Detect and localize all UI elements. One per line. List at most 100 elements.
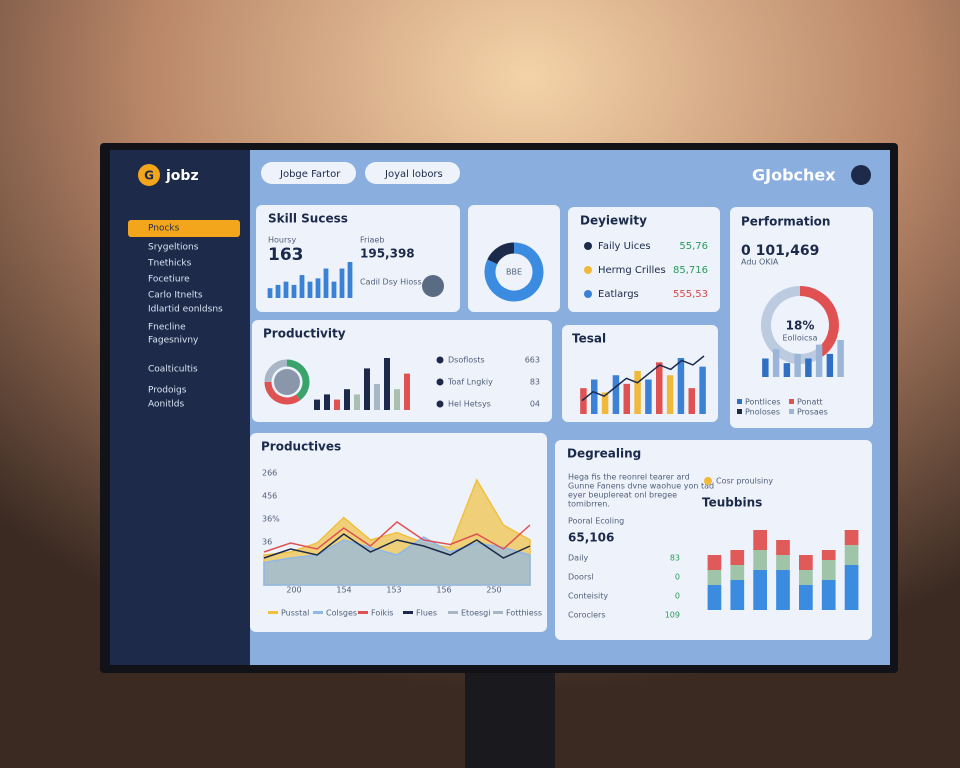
stacked-bar	[707, 555, 722, 570]
card	[256, 205, 460, 312]
icon	[274, 369, 300, 395]
label: Pooral Ecoling	[568, 517, 624, 526]
bar	[837, 340, 844, 377]
label: Colsges	[326, 609, 357, 618]
card	[568, 207, 720, 312]
label: Prodoigs	[148, 386, 187, 396]
bar	[364, 368, 370, 410]
line	[581, 355, 705, 402]
nav-active[interactable]	[128, 220, 240, 237]
label: Focetiure	[148, 275, 190, 285]
label: 154	[336, 586, 351, 595]
label: 85,716	[673, 265, 708, 276]
label: Aonitlds	[148, 400, 184, 410]
legend-swatch	[403, 611, 413, 614]
bar	[815, 344, 823, 377]
label: Dsoflosts	[448, 356, 485, 365]
stacked-bar	[753, 550, 767, 570]
bar	[374, 384, 380, 410]
bar	[601, 392, 609, 414]
bar	[623, 383, 630, 414]
label: 663	[525, 356, 540, 365]
stacked-bar	[799, 585, 813, 610]
label: 0	[675, 592, 680, 601]
label: 109	[665, 611, 680, 620]
legend-swatch	[737, 399, 742, 404]
label: G	[144, 169, 154, 183]
label: Hega fis the reonrel tearer ard	[568, 473, 690, 482]
bar	[267, 288, 273, 298]
label: 195,398	[360, 247, 415, 261]
stacked-bar	[730, 565, 745, 580]
stacked-bar	[730, 550, 745, 565]
row-icon	[584, 290, 592, 298]
card	[555, 440, 872, 640]
card	[730, 207, 873, 428]
stacked-bar	[707, 570, 722, 585]
label: 555,53	[673, 289, 708, 300]
label: Srygeltions	[148, 243, 199, 253]
label: Faily Uices	[598, 241, 651, 252]
legend-swatch	[358, 611, 368, 614]
label: Doorsl	[568, 573, 594, 582]
label: tomibrren.	[568, 500, 610, 509]
donut-arc	[286, 359, 310, 401]
bar	[762, 358, 769, 377]
bar	[307, 281, 313, 298]
filter-pill[interactable]	[365, 162, 460, 184]
label: Adu OKIA	[741, 258, 779, 267]
label: Productivity	[263, 327, 346, 341]
bar	[347, 262, 353, 298]
label: Eatlargs	[598, 289, 639, 300]
donut-arc	[799, 286, 839, 357]
label: Jobge Fartor	[279, 169, 341, 180]
avatar[interactable]	[851, 165, 871, 185]
bar	[404, 373, 410, 410]
label: Performation	[741, 215, 830, 229]
stacked-bar	[821, 550, 836, 560]
donut-arc	[487, 242, 515, 265]
bar	[826, 353, 834, 377]
stacked-bar	[844, 565, 859, 610]
bar	[805, 358, 812, 377]
label: 36	[262, 538, 272, 547]
row-icon	[584, 242, 592, 250]
stacked-bar	[776, 555, 790, 570]
label: 83	[530, 378, 540, 387]
label: Etoesgi	[461, 609, 490, 618]
search-pill[interactable]	[261, 162, 356, 184]
label: 18%	[786, 319, 815, 333]
legend-swatch	[789, 399, 794, 404]
label: Teubbins	[702, 496, 762, 510]
label: 156	[436, 586, 451, 595]
label: 0 101,469	[741, 243, 819, 259]
donut-arc	[264, 359, 288, 383]
label: Degrealing	[567, 447, 641, 461]
label: Fagesnivny	[148, 336, 199, 346]
label: Deyiewity	[580, 214, 647, 228]
bar	[688, 388, 695, 414]
bar	[666, 375, 674, 414]
bar	[299, 275, 305, 298]
legend-swatch	[268, 611, 278, 614]
label: Eolloicsa	[783, 334, 818, 343]
label: Friaeb	[360, 236, 384, 245]
row-icon	[584, 266, 592, 274]
label: 456	[262, 492, 277, 501]
bar	[580, 388, 587, 414]
label: Productives	[261, 440, 341, 454]
line	[263, 533, 531, 559]
icon	[422, 275, 444, 297]
monitor-stand	[465, 665, 555, 768]
bar	[634, 370, 641, 414]
row-icon	[436, 356, 444, 364]
stacked-bar	[730, 580, 745, 610]
label: Gunne Fanens dvne waohue yon tad	[568, 482, 714, 491]
label: Prosaes	[797, 408, 828, 417]
stacked-bar	[776, 540, 790, 555]
legend-swatch	[448, 611, 458, 614]
label: Pnocks	[148, 224, 180, 234]
bar	[656, 362, 663, 414]
label: Hel Hetsys	[448, 400, 491, 409]
label: Fotthiess	[506, 609, 542, 618]
